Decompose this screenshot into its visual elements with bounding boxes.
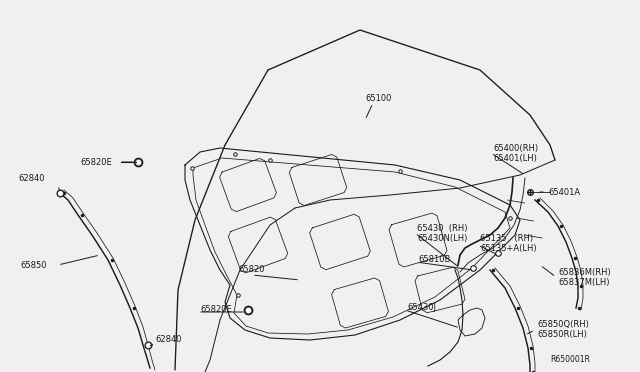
Text: 65836M(RH): 65836M(RH): [558, 267, 611, 276]
Text: 65820E: 65820E: [80, 157, 112, 167]
Text: 65430N(LH): 65430N(LH): [417, 234, 467, 243]
Text: 62840: 62840: [155, 336, 182, 344]
Text: 62840: 62840: [18, 173, 45, 183]
Text: 65820: 65820: [238, 266, 264, 275]
Text: 65135   (RH): 65135 (RH): [480, 234, 533, 243]
Text: 65100: 65100: [365, 93, 392, 103]
Text: 65401A: 65401A: [548, 187, 580, 196]
Text: 65810B: 65810B: [418, 256, 451, 264]
Text: 65430  (RH): 65430 (RH): [417, 224, 467, 232]
Text: 65850R(LH): 65850R(LH): [537, 330, 587, 340]
Text: 65430J: 65430J: [407, 304, 436, 312]
Text: 65850: 65850: [20, 260, 47, 269]
Text: R650001R: R650001R: [550, 356, 590, 365]
Text: 65850Q(RH): 65850Q(RH): [537, 321, 589, 330]
Text: 65837M(LH): 65837M(LH): [558, 278, 609, 286]
Text: 65400(RH): 65400(RH): [493, 144, 538, 153]
Text: 65401(LH): 65401(LH): [493, 154, 537, 163]
Text: 65820E: 65820E: [200, 305, 232, 314]
Text: 65135+A(LH): 65135+A(LH): [480, 244, 536, 253]
